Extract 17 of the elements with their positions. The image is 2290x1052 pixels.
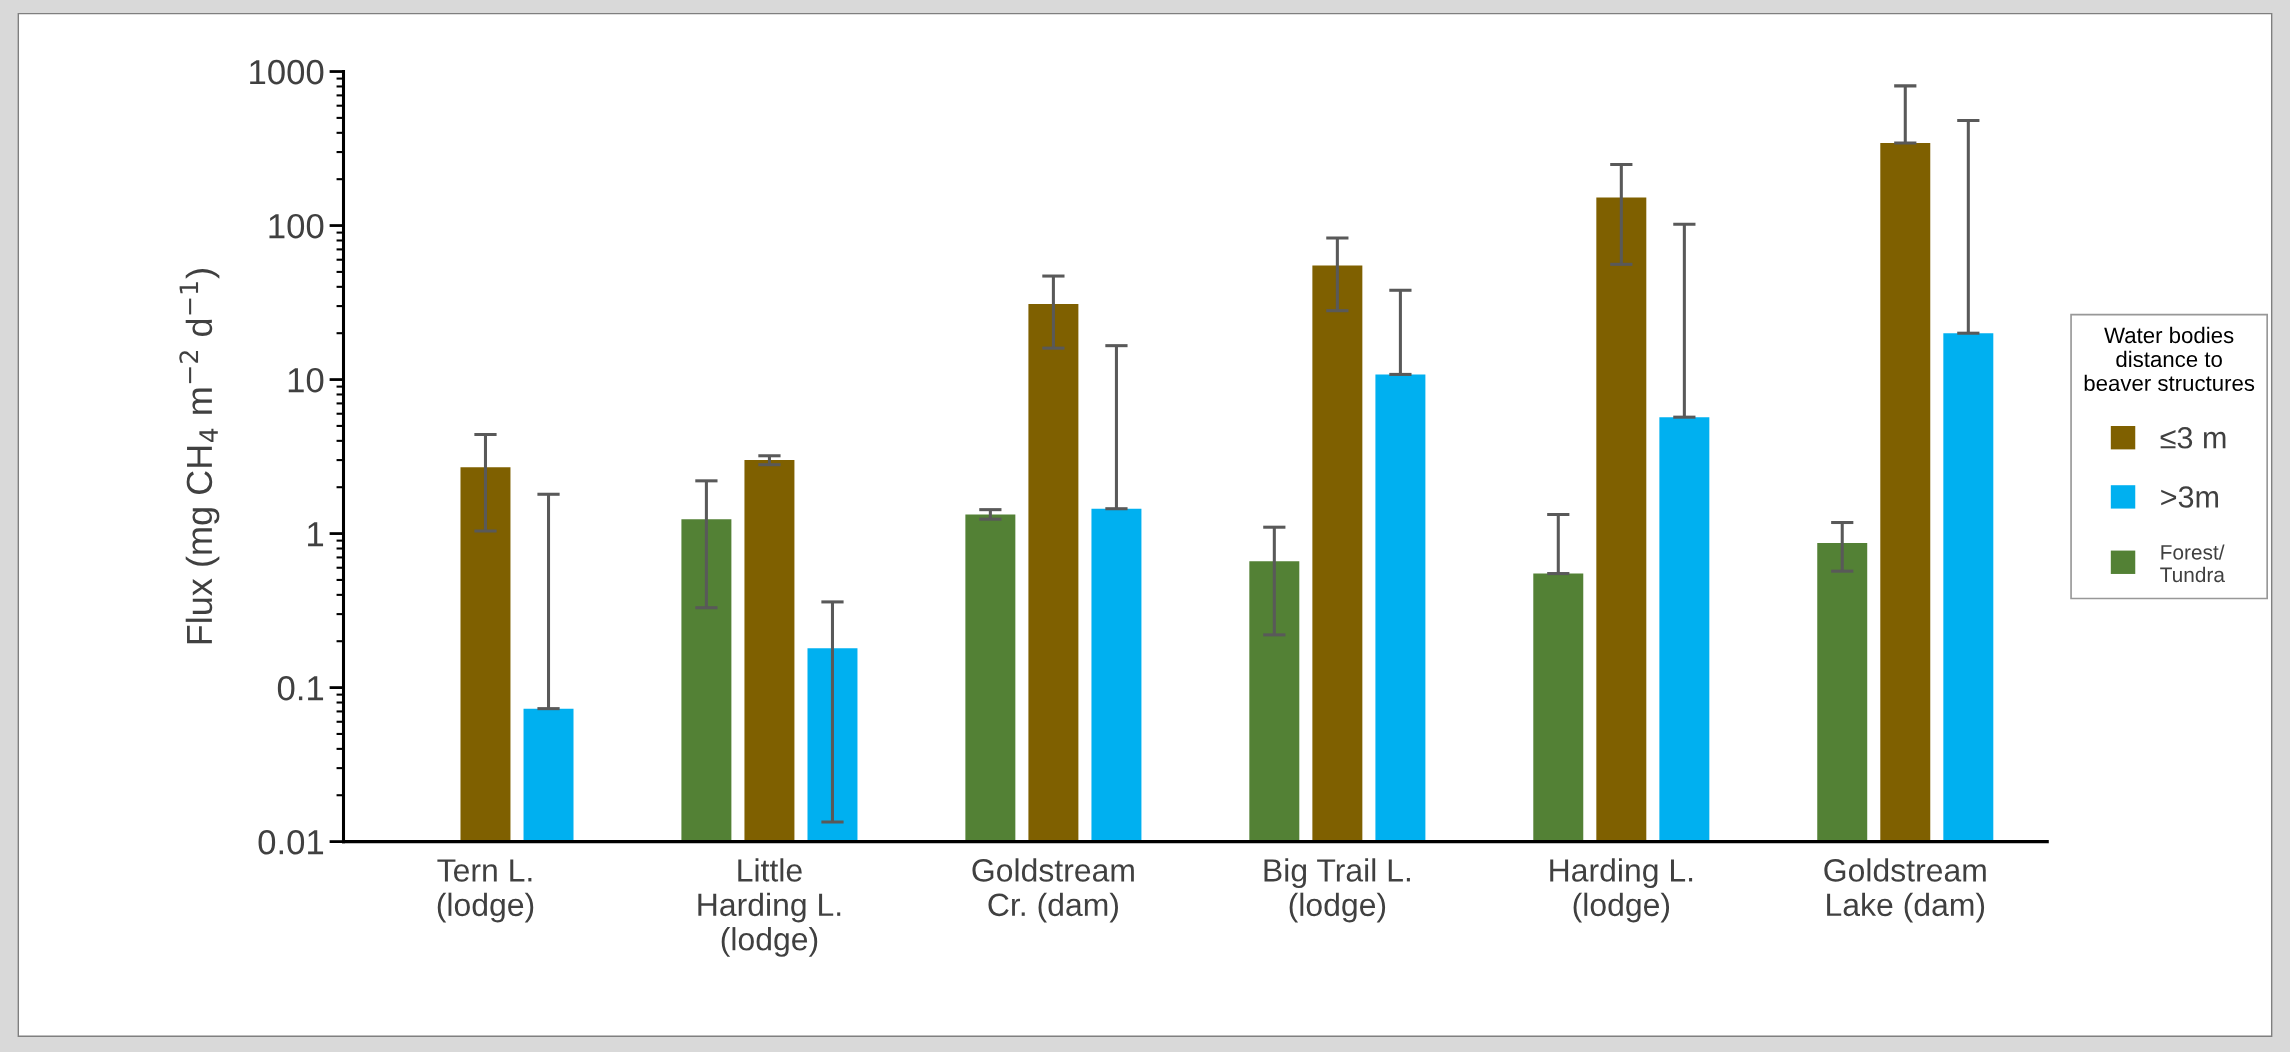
legend-title: Water bodies distance to beaver structures bbox=[2084, 326, 2255, 392]
y-tick-label: 10 bbox=[288, 367, 324, 393]
x-tick-label: Goldstream Lake (dam) bbox=[1824, 858, 1986, 923]
x-tick-label: Big Trail L. (lodge) bbox=[1264, 858, 1410, 923]
y-axis-title: Flux (mg CH$_{4}$ m$^{−2}$ d$^{−1}$) bbox=[179, 269, 220, 644]
legend-label: >3m bbox=[2161, 486, 2218, 508]
y-tick-label: 1000 bbox=[250, 59, 324, 85]
legend-label: ≤3 m bbox=[2160, 426, 2226, 449]
y-tick-label: 0.1 bbox=[277, 675, 324, 701]
x-tick-label: Tern L. (lodge) bbox=[437, 859, 534, 923]
x-tick-label: Little Harding L. (lodge) bbox=[698, 858, 841, 957]
legend-label: Forest/ Tundra bbox=[2160, 544, 2225, 583]
y-tick-label: 100 bbox=[269, 213, 324, 239]
y-tick-label: 1 bbox=[308, 522, 324, 547]
y-tick-label: 0.01 bbox=[258, 829, 324, 855]
x-tick-label: Goldstream Cr. (dam) bbox=[972, 858, 1134, 923]
x-tick-label: Harding L. (lodge) bbox=[1550, 858, 1693, 923]
